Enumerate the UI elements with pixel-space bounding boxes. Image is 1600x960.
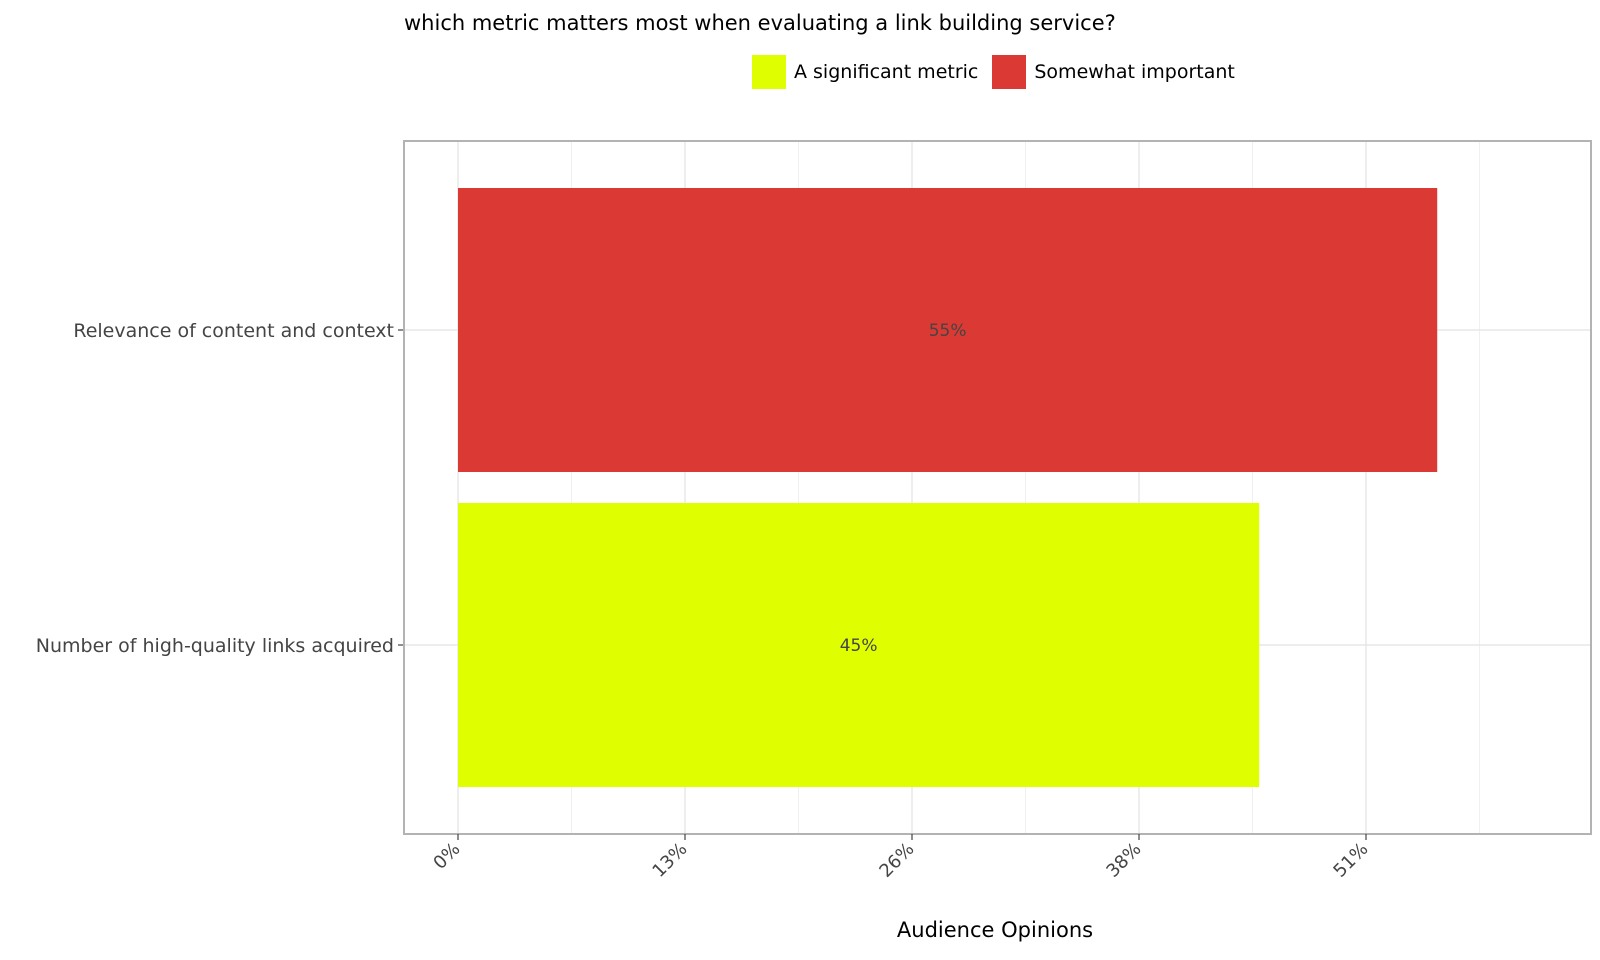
x-tick-label: 13% — [648, 839, 691, 882]
legend-label-significant: A significant metric — [794, 61, 979, 83]
x-tick-label: 0% — [429, 839, 464, 874]
bar-0 — [458, 188, 1438, 472]
y-tick-label: Number of high-quality links acquired — [36, 635, 394, 657]
legend-swatch-somewhat — [992, 55, 1027, 89]
x-tick-label: 26% — [875, 839, 918, 882]
legend-swatch-significant — [752, 55, 786, 89]
bar-1 — [458, 503, 1260, 787]
legend-item-significant: A significant metric — [752, 55, 978, 89]
legend: A significant metric Somewhat important — [752, 55, 1249, 89]
legend-label-somewhat: Somewhat important — [1034, 61, 1235, 83]
bar-value-label: 55% — [929, 321, 967, 341]
y-tick-label: Relevance of content and context — [73, 320, 394, 342]
x-tick-label: 51% — [1329, 839, 1372, 882]
x-axis-title: Audience Opinions — [896, 918, 1094, 942]
plot-panel-border — [403, 140, 1592, 835]
x-tick-label: 38% — [1102, 839, 1145, 882]
chart-title: which metric matters most when evaluatin… — [404, 11, 1116, 35]
bar-value-label: 45% — [840, 636, 878, 656]
legend-item-somewhat: Somewhat important — [992, 55, 1235, 89]
